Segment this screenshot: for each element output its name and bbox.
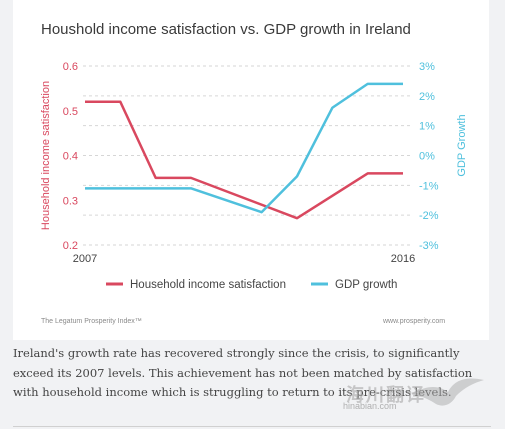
y-right-tick-label: 0% bbox=[419, 151, 435, 163]
y-right-tick-label: -2% bbox=[419, 210, 439, 222]
chart-card: 0.2 0.3 0.4 0.5 0.6 -3% -2% -1% 0% 1% 2% 3% Househol… bbox=[13, 0, 489, 340]
series-line-gdp-growth bbox=[85, 82, 403, 214]
y-left-tick-label: 0.2 bbox=[63, 240, 78, 252]
legend-label-household-income-satisfaction: Household income satisfaction bbox=[130, 279, 286, 291]
y-right-tick-label: -3% bbox=[419, 240, 439, 252]
y-right-tick-label: 2% bbox=[419, 91, 435, 103]
chart: 0.2 0.3 0.4 0.5 0.6 -3% -2% -1% 0% 1% 2% 3% Househol… bbox=[40, 61, 468, 291]
legend-label-gdp-growth: GDP growth bbox=[335, 279, 397, 291]
watermark-logo: 海川翻译 bbox=[346, 385, 426, 405]
source-url[interactable]: www.prosperity.com bbox=[383, 318, 446, 325]
x-tick-label: 2016 bbox=[391, 253, 415, 265]
y-left-axis-title: Household income satisfaction bbox=[40, 81, 52, 230]
series-line-household-income-satisfaction bbox=[85, 100, 403, 220]
y-left-tick-label: 0.6 bbox=[63, 61, 78, 73]
source-credit: The Legatum Prosperity Index™ bbox=[41, 318, 142, 325]
x-tick-label: 2007 bbox=[73, 253, 97, 265]
y-right-tick-label: 3% bbox=[419, 61, 435, 73]
watermark-url: hinabian.com bbox=[343, 401, 397, 411]
bird-icon bbox=[412, 378, 484, 406]
chart-title: Houshold income satisfaction vs. GDP gro… bbox=[41, 21, 411, 38]
y-left-tick-label: 0.3 bbox=[63, 195, 78, 207]
y-right-tick-label: 1% bbox=[419, 121, 435, 133]
y-right-tick-label: -1% bbox=[419, 180, 439, 192]
y-right-axis-title: GDP Growth bbox=[456, 114, 468, 176]
divider bbox=[13, 426, 491, 427]
y-left-tick-label: 0.5 bbox=[63, 106, 78, 118]
article-caption: Ireland's growth rate has recovered stro… bbox=[13, 346, 473, 399]
y-left-tick-label: 0.4 bbox=[63, 151, 78, 163]
